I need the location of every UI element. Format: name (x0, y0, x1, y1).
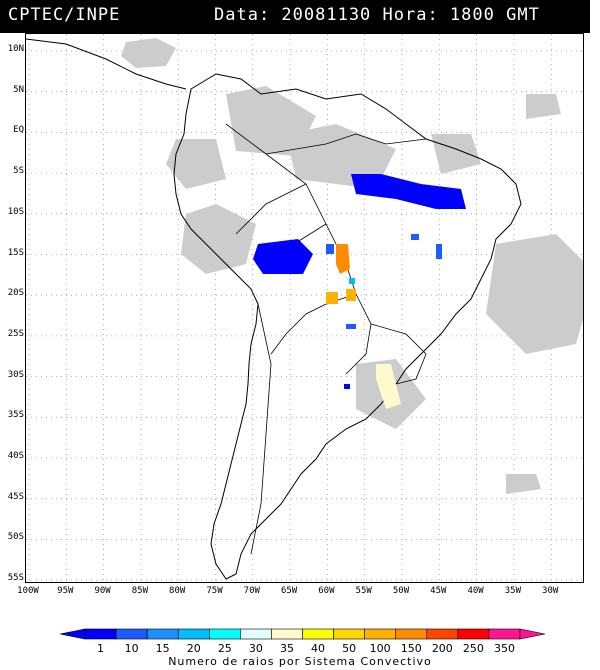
cloud-patch (431, 134, 481, 174)
colorbar-value-label: 40 (311, 642, 326, 655)
latitude-label: 55S (7, 573, 24, 584)
longitude-label: 40W (467, 586, 484, 596)
colorbar-value-label: 1 (97, 642, 105, 655)
colorbar-value-label: 30 (248, 642, 263, 655)
latitude-label: 25S (7, 328, 24, 339)
south-america-outline (173, 73, 522, 580)
latitude-label: 35S (7, 410, 24, 421)
latitude-label: 30S (7, 369, 24, 380)
longitude-label: 60W (318, 586, 335, 596)
cluster-orange (336, 244, 350, 274)
cluster-pale (376, 364, 401, 409)
latitude-label: 10N (7, 44, 24, 54)
longitude-label: 50W (392, 586, 410, 596)
cluster-cyan (349, 278, 355, 284)
lightning-clusters (253, 174, 466, 409)
latitude-label: 45S (7, 491, 24, 502)
cloud-patch (181, 204, 256, 274)
colorbar-segment (84, 628, 117, 640)
colorbar-value-label: 10 (124, 642, 139, 655)
colorbar-segment (271, 628, 303, 640)
colorbar-segment (457, 628, 490, 640)
colorbar-caption: Numero de raios por Sistema Convectivo (168, 655, 432, 668)
colorbar-max-arrow (519, 628, 546, 640)
latitude-label: 40S (7, 451, 24, 461)
colorbar (59, 628, 546, 640)
cluster-blue (346, 324, 356, 329)
cluster-blue (411, 234, 419, 240)
colorbar-segment (302, 628, 334, 640)
colorbar-value-label: 20 (186, 642, 201, 655)
colorbar-value-label: 150 (400, 642, 422, 655)
cloud-patch (166, 139, 226, 189)
cluster-blue (351, 174, 466, 209)
longitude-label: 35W (504, 586, 522, 596)
colorbar-segment (208, 628, 241, 640)
central-america-outline (26, 38, 187, 90)
longitude-label: 65W (280, 586, 298, 596)
colorbar-segment (177, 628, 210, 640)
latitude-label: 15S (7, 247, 24, 258)
latitude-label: 5N (13, 84, 24, 95)
cluster-blue (436, 244, 442, 259)
cloud-patch (121, 38, 176, 68)
latitude-label: 50S (7, 532, 24, 543)
longitude-label: 45W (430, 586, 447, 596)
colorbar-segment (240, 628, 272, 640)
longitude-label: 70W (243, 586, 260, 596)
longitude-label: 80W (169, 586, 186, 596)
cluster-blue (344, 384, 350, 389)
longitude-label: 100W (17, 586, 39, 596)
map-panel (25, 33, 584, 583)
longitude-label: 55W (355, 586, 372, 596)
latitude-label: 5S (13, 166, 24, 177)
longitude-label: 30W (542, 586, 559, 596)
colorbar-segment (115, 628, 148, 640)
longitude-label: 90W (94, 586, 111, 596)
colorbar-segment (426, 628, 459, 640)
colorbar-value-label: 100 (369, 642, 391, 655)
colorbar-value-label: 50 (342, 642, 357, 655)
colorbar-value-label: 25 (217, 642, 232, 655)
header-bar: CPTEC/INPE Data: 20081130 Hora: 1800 GMT (0, 0, 590, 33)
cluster-blue (253, 239, 313, 274)
cloud-patch (526, 94, 561, 119)
cloud-cover (121, 38, 583, 494)
cloud-patch (486, 234, 583, 354)
cluster-gold (326, 292, 338, 304)
colorbar-segment (333, 628, 365, 640)
datetime-label: Data: 20081130 Hora: 1800 GMT (214, 5, 540, 25)
colorbar-value-label: 350 (493, 642, 515, 655)
colorbar-value-label: 15 (155, 642, 170, 655)
cluster-gold (346, 289, 356, 301)
latitude-label: 10S (7, 206, 24, 217)
cloud-patch (506, 474, 541, 494)
colorbar-segment (488, 628, 521, 640)
colorbar-segment (395, 628, 428, 640)
colorbar-min-arrow (59, 628, 86, 640)
latitude-label: 20S (7, 288, 24, 299)
colorbar-value-label: 35 (279, 642, 294, 655)
colorbar-segment (146, 628, 179, 640)
longitude-label: 95W (57, 586, 74, 596)
lightning-map (26, 34, 583, 582)
cluster-blue (326, 244, 334, 254)
colorbar-value-label: 200 (431, 642, 453, 655)
longitude-label: 75W (206, 586, 223, 596)
source-label: CPTEC/INPE (8, 5, 121, 25)
cloud-patch (286, 124, 396, 189)
colorbar-segment (364, 628, 397, 640)
colorbar-value-label: 250 (462, 642, 484, 655)
latitude-label: EQ (13, 125, 24, 136)
longitude-label: 85W (131, 586, 149, 596)
